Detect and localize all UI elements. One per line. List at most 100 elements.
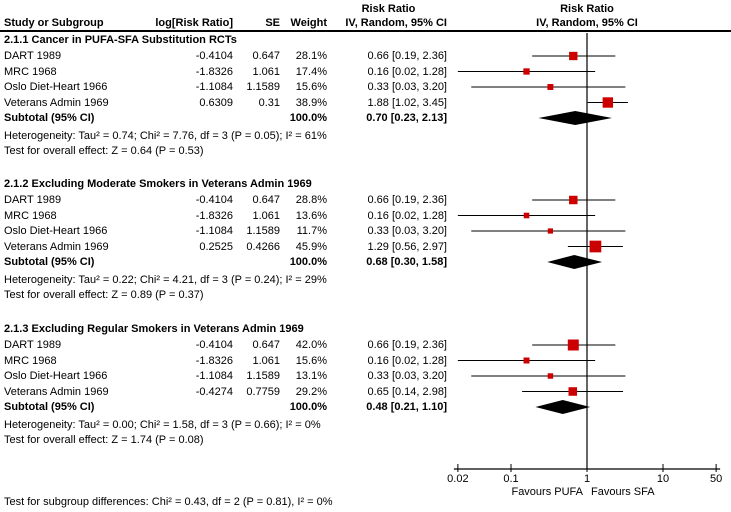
ci-text: 1.29 [0.56, 2.97]: [367, 240, 447, 253]
ci-text: 0.66 [0.19, 2.36]: [367, 339, 447, 351]
se-value: 0.4266: [246, 240, 280, 253]
log-rr-value: -1.8326: [195, 354, 233, 367]
column-header-log-rr: log[Risk Ratio]: [155, 17, 233, 29]
subgroup-difference-test: Test for subgroup differences: Chi² = 0.…: [4, 496, 333, 508]
log-rr-value: 0.2525: [199, 240, 233, 253]
ci-text: 1.88 [1.02, 3.45]: [367, 96, 447, 109]
section-title: 2.1.1 Cancer in PUFA-SFA Substitution RC…: [4, 34, 237, 46]
study-name: Oslo Diet-Heart 1966: [4, 81, 108, 93]
weight-value: 42.0%: [295, 339, 327, 351]
se-value: 1.061: [252, 209, 280, 222]
weight-value: 13.6%: [295, 209, 327, 222]
se-value: 1.061: [252, 354, 280, 367]
se-value: 0.31: [258, 96, 280, 109]
column-header-ci: IV, Random, 95% CI: [345, 17, 447, 29]
se-value: 1.1589: [246, 81, 280, 93]
ci-text: 0.33 [0.03, 3.20]: [367, 81, 447, 93]
x-axis-tick-label: 0.1: [503, 473, 518, 485]
study-name: Veterans Admin 1969: [4, 96, 109, 109]
x-axis-tick-label: 1: [584, 473, 590, 485]
overall-effect-text: Test for overall effect: Z = 0.89 (P = 0…: [4, 289, 204, 301]
ci-text: 0.66 [0.19, 2.36]: [367, 194, 447, 206]
study-name: MRC 1968: [4, 65, 57, 78]
se-value: 0.7759: [246, 385, 280, 398]
subtotal-label: Subtotal (95% CI): [4, 112, 95, 124]
study-marker: [567, 339, 579, 351]
weight-value: 45.9%: [295, 240, 327, 253]
subtotal-ci-text: 0.70 [0.23, 2.13]: [366, 112, 447, 124]
subtotal-diamond: [547, 255, 603, 269]
column-header-se: SE: [265, 17, 280, 29]
weight-value: 15.6%: [295, 81, 327, 93]
subtotal-label: Subtotal (95% CI): [4, 256, 95, 268]
log-rr-value: -1.1084: [195, 370, 233, 382]
study-marker: [569, 51, 578, 61]
weight-value: 11.7%: [296, 225, 327, 237]
ci-text: 0.16 [0.02, 1.28]: [367, 65, 447, 78]
x-axis-tick-label: 10: [657, 473, 669, 485]
column-header-study: Study or Subgroup: [4, 17, 104, 29]
study-marker: [569, 195, 578, 205]
study-marker: [523, 68, 530, 75]
subtotal-ci-text: 0.68 [0.30, 1.58]: [366, 256, 447, 268]
log-rr-value: -0.4104: [195, 50, 233, 62]
log-rr-value: -1.8326: [195, 209, 233, 222]
study-name: Oslo Diet-Heart 1966: [4, 225, 108, 237]
log-rr-value: -1.8326: [195, 65, 233, 78]
study-marker: [523, 357, 530, 364]
section-title: 2.1.2 Excluding Moderate Smokers in Vete…: [4, 178, 312, 190]
log-rr-value: -0.4274: [195, 385, 233, 398]
study-name: Veterans Admin 1969: [4, 240, 109, 253]
ci-text: 0.65 [0.14, 2.98]: [367, 385, 447, 398]
study-name: Oslo Diet-Heart 1966: [4, 370, 108, 382]
column-header-weight: Weight: [290, 17, 327, 29]
effect-measure-header-plot: Risk Ratio: [560, 3, 614, 15]
subtotal-weight: 100.0%: [289, 401, 327, 413]
se-value: 1.1589: [246, 370, 280, 382]
weight-value: 29.2%: [295, 385, 327, 398]
study-name: DART 1989: [4, 50, 62, 62]
ci-text: 0.66 [0.19, 2.36]: [367, 50, 447, 62]
favours-left-label: Favours PUFA: [511, 486, 583, 498]
study-name: DART 1989: [4, 339, 62, 351]
weight-value: 15.6%: [295, 354, 327, 367]
weight-value: 17.4%: [295, 65, 327, 78]
subtotal-weight: 100.0%: [289, 112, 327, 124]
header-rule: [0, 30, 731, 32]
log-rr-value: -0.4104: [195, 339, 233, 351]
study-name: MRC 1968: [4, 354, 57, 367]
section-title: 2.1.3 Excluding Regular Smokers in Veter…: [4, 323, 304, 335]
weight-value: 28.1%: [295, 50, 327, 62]
study-marker: [547, 84, 554, 90]
weight-value: 38.9%: [295, 96, 327, 109]
se-value: 1.1589: [246, 225, 280, 237]
ci-text: 0.16 [0.02, 1.28]: [367, 209, 447, 222]
se-value: 0.647: [252, 50, 280, 62]
study-marker: [568, 387, 578, 396]
study-marker: [523, 212, 530, 219]
study-marker: [547, 373, 554, 379]
se-value: 1.061: [252, 65, 280, 78]
ci-text: 0.33 [0.03, 3.20]: [367, 225, 447, 237]
overall-effect-text: Test for overall effect: Z = 0.64 (P = 0…: [4, 145, 204, 157]
study-marker: [547, 228, 554, 234]
log-rr-value: 0.6309: [199, 96, 233, 109]
ci-text: 0.33 [0.03, 3.20]: [367, 370, 447, 382]
subtotal-diamond: [535, 400, 591, 414]
effect-measure-header-table: Risk Ratio: [361, 3, 416, 15]
study-marker: [589, 240, 602, 253]
subtotal-label: Subtotal (95% CI): [4, 401, 95, 413]
study-marker: [602, 97, 614, 108]
heterogeneity-text: Heterogeneity: Tau² = 0.22; Chi² = 4.21,…: [4, 274, 327, 286]
favours-right-label: Favours SFA: [591, 486, 655, 498]
study-name: DART 1989: [4, 194, 62, 206]
overall-effect-text: Test for overall effect: Z = 1.74 (P = 0…: [4, 434, 204, 446]
x-axis-tick-label: 0.02: [447, 473, 468, 485]
log-rr-value: -1.1084: [195, 225, 233, 237]
subtotal-ci-text: 0.48 [0.21, 1.10]: [366, 401, 447, 413]
heterogeneity-text: Heterogeneity: Tau² = 0.74; Chi² = 7.76,…: [4, 130, 327, 142]
x-axis-tick-label: 50: [710, 473, 722, 485]
subtotal-diamond: [538, 111, 612, 125]
